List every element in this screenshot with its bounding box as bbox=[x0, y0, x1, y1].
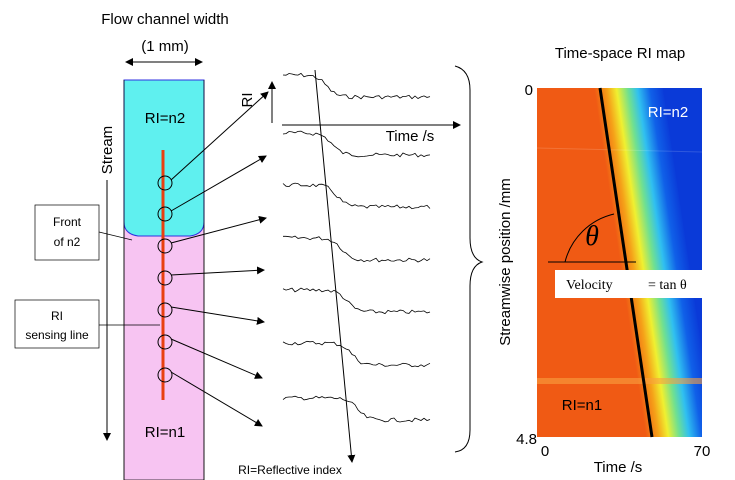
ri-trace bbox=[283, 73, 430, 99]
angle-label: θ bbox=[585, 221, 599, 252]
trace-x-label: Time /s bbox=[386, 128, 435, 145]
width-label: (1 mm) bbox=[141, 38, 189, 55]
diagram: Flow channel width (1 mm) RI=n2 RI=n1 St… bbox=[0, 0, 735, 480]
ri-trace bbox=[283, 183, 430, 209]
front-label: Front bbox=[53, 215, 82, 229]
ri-trace bbox=[283, 341, 430, 366]
lower-fluid-label: RI=n1 bbox=[145, 424, 185, 441]
channel-title: Flow channel width bbox=[101, 11, 229, 28]
traces: RI Time /s bbox=[171, 66, 482, 462]
velocity-label: Velocity bbox=[566, 278, 613, 293]
stream-label: Stream bbox=[99, 126, 116, 174]
ri-trace bbox=[283, 396, 430, 422]
ri-trace bbox=[283, 236, 430, 262]
channel: Flow channel width (1 mm) RI=n2 RI=n1 St… bbox=[15, 11, 342, 480]
upper-fluid-label: RI=n2 bbox=[145, 110, 185, 127]
map-title: Time-space RI map bbox=[555, 45, 685, 62]
sensing-label: sensing line bbox=[25, 328, 89, 342]
map-lower-label: RI=n1 bbox=[562, 397, 602, 414]
map-x-label: Time /s bbox=[594, 459, 643, 476]
front-label: of n2 bbox=[54, 235, 81, 249]
y-top: 0 bbox=[525, 82, 533, 99]
map-upper-label: RI=n2 bbox=[648, 104, 688, 121]
x-right: 70 bbox=[694, 443, 711, 460]
ri-trace bbox=[283, 288, 430, 314]
y-bottom: 4.8 bbox=[516, 431, 537, 448]
velocity-formula: = tan θ bbox=[648, 278, 687, 293]
rimap: Time-space RI map θ Velocity = tan θ RI=… bbox=[399, 45, 735, 476]
footnote: RI=Reflective index bbox=[238, 463, 342, 477]
x-left: 0 bbox=[541, 443, 549, 460]
map-y-label: Streamwise position /mm bbox=[497, 178, 514, 346]
sensing-label: RI bbox=[51, 309, 63, 323]
